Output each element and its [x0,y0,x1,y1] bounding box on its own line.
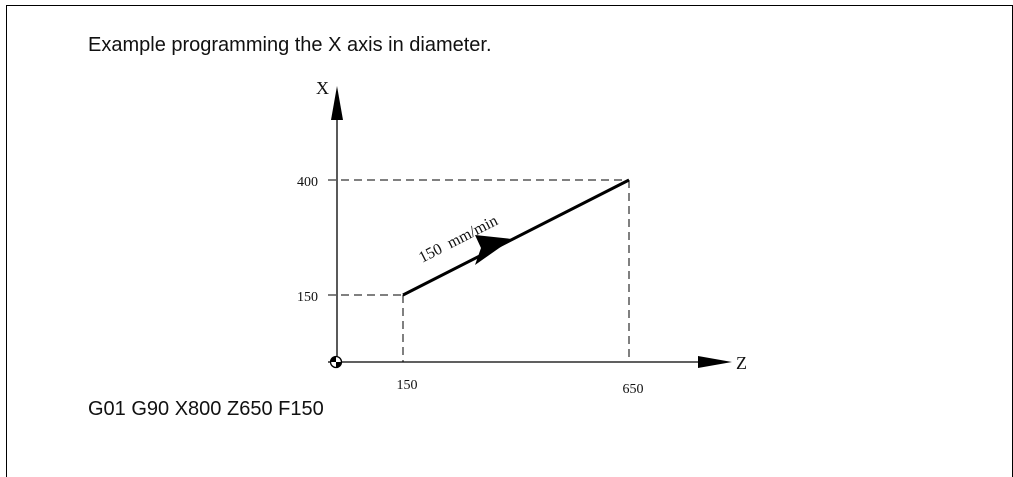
z-tick-650: 650 [623,382,644,397]
direction-arrowhead [475,235,512,265]
x-axis-arrowhead [331,86,343,120]
origin-marker [329,355,343,369]
program-code-line: G01 G90 X800 Z650 F150 [88,398,324,420]
tool-path-line [402,178,630,297]
example-caption: Example programming the X axis in diamet… [88,34,492,56]
x-tick-150: 150 [297,290,318,305]
z-axis-arrowhead [698,356,732,368]
z-axis-label: Z [736,353,747,373]
x-tick-400: 400 [297,175,318,190]
z-tick-150: 150 [397,378,418,393]
x-axis-label: X [316,78,329,98]
